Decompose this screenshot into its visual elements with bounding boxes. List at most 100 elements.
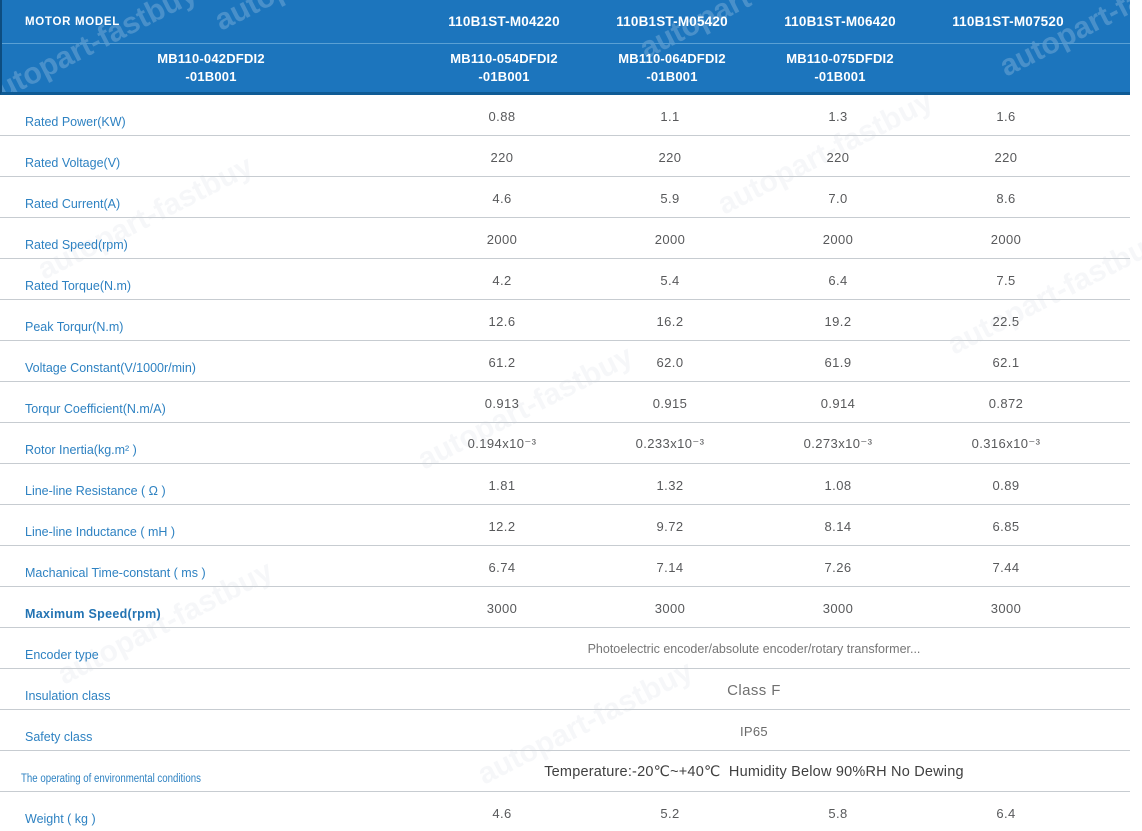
spec-value-cell: 12.6 (488, 313, 516, 329)
spec-value-cell: 19.2 (824, 313, 852, 329)
spec-value-cell: 12.2 (488, 518, 516, 534)
spec-value-cell: 1.32 (656, 477, 684, 493)
spec-row: Rated Power(KW) 0.88 1.1 1.3 1.6 (0, 95, 1130, 136)
spec-value-cell: 8.14 (824, 518, 852, 534)
header-submodels-row: MB110-042DFDI2 -01B001 MB110-054DFDI2 -01… (2, 44, 1130, 92)
spec-row: Rotor Inertia(kg.m² ) 0.194x10⁻³ 0.233x10⁻… (0, 423, 1130, 464)
spec-value-cell: 61.9 (824, 354, 852, 370)
spec-row: Rated Voltage(V) 220 220 220 220 (0, 136, 1130, 177)
spec-value-cell: 4.2 (492, 272, 512, 288)
model-name-4: 110B1ST-M07520 (952, 14, 1064, 29)
spec-value-cell: 62.0 (656, 354, 684, 370)
spec-value-cell: 0.88 (488, 108, 516, 124)
row-label: Rotor Inertia(kg.m² ) (25, 443, 137, 457)
spec-value-cell: 1.81 (488, 477, 516, 493)
spec-row: Peak Torqur(N.m) 12.6 16.2 19.2 22.5 (0, 300, 1130, 341)
spec-value-cell: 9.72 (656, 518, 684, 534)
row-label: The operating of environmental condition… (21, 773, 201, 785)
spec-row: Line-line Inductance ( mH ) 12.2 9.72 8.14 6… (0, 505, 1130, 546)
spec-row: Weight ( kg ) 4.6 5.2 5.8 6.4 (0, 792, 1130, 831)
spec-value-cell: 61.2 (488, 354, 516, 370)
spec-row: Maximum Speed(rpm) 3000 3000 3000 3000 (0, 587, 1130, 628)
spec-value-cell: 62.1 (992, 354, 1020, 370)
row-label: Maximum Speed(rpm) (25, 607, 161, 621)
spec-value-cell: 3000 (990, 600, 1022, 616)
sub-model-name-4: MB110-075DFDI2 -01B001 (786, 51, 894, 84)
spec-value-cell: 0.233x10⁻³ (635, 436, 705, 451)
model-name-2: 110B1ST-M05420 (616, 14, 728, 29)
row-label: Rated Torque(N.m) (25, 279, 132, 293)
spec-value-cell: 1.08 (824, 477, 852, 493)
spec-value-cell: 5.4 (660, 272, 680, 288)
header-models-row: MOTOR MODEL 110B1ST-M04220 110B1ST-M05420… (2, 0, 1130, 44)
spec-value-cell: 0.915 (652, 395, 688, 411)
spec-value-cell: 4.6 (492, 190, 512, 206)
row-label: Voltage Constant(V/1000r/min) (25, 361, 196, 375)
spec-value-cell: 6.74 (488, 559, 516, 575)
sub-model-name-1: MB110-042DFDI2 -01B001 (157, 51, 265, 84)
row-label: Safety class (25, 730, 93, 744)
row-label: Torqur Coefficient(N.m/A) (25, 402, 166, 416)
spec-value-cell: 0.194x10⁻³ (467, 436, 537, 451)
spec-value-cell: 5.9 (660, 190, 680, 206)
spec-row: Rated Current(A) 4.6 5.9 7.0 8.6 (0, 177, 1130, 218)
spec-span-cell: IP65 (740, 723, 768, 739)
spec-value-cell: 5.2 (660, 805, 680, 821)
spec-value-cell: 7.14 (656, 559, 684, 575)
row-label: Rated Speed(rpm) (25, 238, 128, 252)
spec-value-cell: 6.4 (828, 272, 848, 288)
spec-value-cell: 4.6 (492, 805, 512, 821)
motor-model-heading: MOTOR MODEL (25, 15, 121, 28)
row-label: Peak Torqur(N.m) (25, 320, 124, 334)
spec-value-cell: 5.8 (828, 805, 848, 821)
spec-value-cell: 2000 (486, 231, 518, 247)
spec-value-cell: 2000 (822, 231, 854, 247)
spec-value-cell: 7.44 (992, 559, 1020, 575)
spec-value-cell: 1.3 (828, 108, 848, 124)
spec-value-cell: 16.2 (656, 313, 684, 329)
spec-value-cell: 0.913 (484, 395, 520, 411)
spec-value-cell: 6.4 (996, 805, 1016, 821)
spec-value-cell: 2000 (990, 231, 1022, 247)
row-label: Machanical Time-constant ( ms ) (25, 566, 206, 580)
row-label: Rated Power(KW) (25, 115, 126, 129)
spec-row: The operating of environmental condition… (0, 751, 1130, 792)
table-header: MOTOR MODEL 110B1ST-M04220 110B1ST-M05420… (0, 0, 1130, 95)
spec-value-cell: 0.273x10⁻³ (803, 436, 873, 451)
row-label: Insulation class (25, 689, 111, 703)
spec-value-cell: 220 (658, 149, 682, 165)
spec-row: Rated Speed(rpm) 2000 2000 2000 2000 (0, 218, 1130, 259)
spec-span-cell: Photoelectric encoder/absolute encoder/r… (587, 642, 921, 656)
spec-value-cell: 3000 (486, 600, 518, 616)
spec-value-cell: 220 (994, 149, 1018, 165)
spec-row: Voltage Constant(V/1000r/min) 61.2 62.0 61.… (0, 341, 1130, 382)
spec-row: Torqur Coefficient(N.m/A) 0.913 0.915 0.914… (0, 382, 1130, 423)
spec-span-cell: Class F (727, 681, 781, 699)
sub-model-name-2: MB110-054DFDI2 -01B001 (450, 51, 558, 84)
table-body: Rated Power(KW) 0.88 1.1 1.3 1.6 Rated Voltag… (0, 95, 1130, 831)
row-label: Line-line Inductance ( mH ) (25, 525, 176, 539)
spec-row: Rated Torque(N.m) 4.2 5.4 6.4 7.5 (0, 259, 1130, 300)
spec-value-cell: 8.6 (996, 190, 1016, 206)
spec-value-cell: 3000 (654, 600, 686, 616)
row-label: Encoder type (25, 648, 99, 662)
spec-value-cell: 220 (490, 149, 514, 165)
spec-value-cell: 6.85 (992, 518, 1020, 534)
spec-value-cell: 22.5 (992, 313, 1020, 329)
spec-value-cell: 0.89 (992, 477, 1020, 493)
spec-value-cell: 1.6 (996, 108, 1016, 124)
model-name-1: 110B1ST-M04220 (448, 14, 560, 29)
sub-model-name-3: MB110-064DFDI2 -01B001 (618, 51, 726, 84)
spec-row: Line-line Resistance ( Ω ) 1.81 1.32 1.08 0.… (0, 464, 1130, 505)
row-label: Line-line Resistance ( Ω ) (25, 484, 166, 498)
spec-span-cell: Temperature:-20℃~+40℃ Humidity Below 90%… (544, 764, 964, 780)
spec-value-cell: 0.872 (988, 395, 1024, 411)
spec-value-cell: 1.1 (660, 108, 680, 124)
spec-value-cell: 2000 (654, 231, 686, 247)
spec-row: Safety class IP65 (0, 710, 1130, 751)
row-label: Weight ( kg ) (25, 812, 96, 826)
spec-value-cell: 0.316x10⁻³ (971, 436, 1041, 451)
spec-row: Encoder type Photoelectric encoder/absolu… (0, 628, 1130, 669)
row-label: Rated Current(A) (25, 197, 121, 211)
